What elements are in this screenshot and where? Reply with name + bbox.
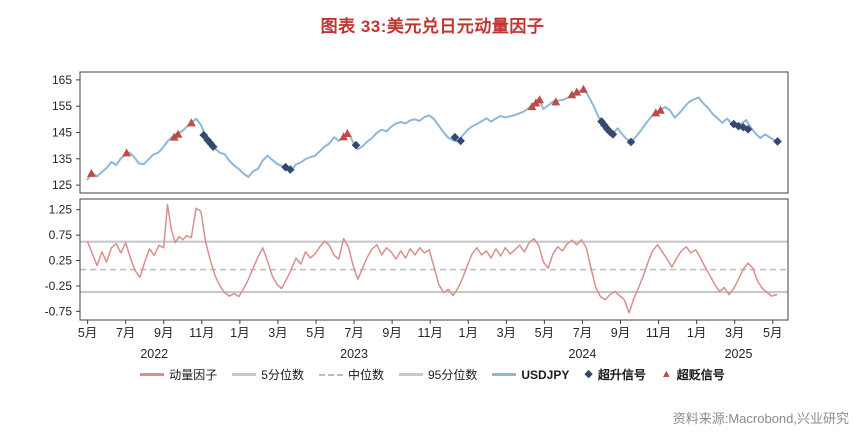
- triangle-icon: [87, 168, 96, 177]
- diamond-icon: [729, 119, 739, 129]
- diamond-icon: [208, 142, 218, 152]
- momentum-line-swatch: [140, 373, 165, 376]
- momentum-chart: 165 155 145 135 125 1.25 0.75 0.25 -0.25 -0.75 5月 7…: [45, 71, 789, 361]
- 动量因子-line: [86, 203, 778, 314]
- legend-label: 中位数: [347, 368, 384, 382]
- axis-tick-label: 5月: [78, 326, 97, 340]
- legend-label: 超升信号: [597, 368, 646, 382]
- triangle-icon: [169, 132, 179, 141]
- markers-超升信号: [199, 117, 782, 174]
- triangle-icon: ▲: [660, 368, 672, 380]
- axis-tick-label: 7月: [116, 326, 135, 340]
- axis-tick-label: 3月: [497, 326, 516, 340]
- axis-tick-label: 1月: [459, 326, 478, 340]
- axis-tick-label: 0.25: [49, 254, 73, 268]
- axis-tick-label: 2025: [725, 347, 753, 361]
- legend-item-5: ◆ 超升信号: [584, 366, 645, 383]
- axis-tick-label: 155: [52, 99, 72, 113]
- axis-tick-label: 125: [52, 178, 72, 192]
- axis-tick-label: -0.75: [45, 304, 73, 318]
- legend-item-6: ▲ 超贬信号: [661, 366, 725, 383]
- legend: 动量因子 5分位数 中位数 95分位数 USDJPY ◆ 超升信号 ▲ 超贬信号: [0, 366, 865, 383]
- legend-label: 95分位数: [427, 368, 478, 382]
- axis-tick-label: 3月: [725, 326, 744, 340]
- diamond-icon: ◆: [584, 368, 593, 380]
- USDJPY-line: [86, 87, 780, 181]
- diamond-icon: [597, 117, 606, 126]
- axis-tick-label: 5月: [306, 326, 325, 340]
- axis-tick-label: 165: [52, 73, 72, 87]
- axis-tick-label: 5月: [763, 326, 782, 340]
- markers-超贬信号: [87, 84, 665, 177]
- legend-item-0: 动量因子: [140, 366, 217, 383]
- axis-tick-label: 11月: [646, 326, 671, 340]
- triangle-icon: [343, 128, 352, 137]
- triangle-icon: [651, 108, 661, 117]
- triangle-icon: [122, 148, 132, 157]
- diamond-icon: [456, 136, 465, 146]
- diamond-icon: [608, 130, 618, 139]
- panel-frame-1: [79, 198, 789, 321]
- axis-tick-label: 9月: [382, 326, 401, 340]
- axis-tick-label: 5月: [535, 326, 554, 340]
- usdjpy-line-swatch: [492, 373, 517, 376]
- axis-tick-label: 11月: [189, 326, 214, 340]
- axis-tick-label: 2024: [569, 347, 597, 361]
- axis-tick-label: 1月: [687, 326, 706, 340]
- axis-tick-label: 145: [52, 126, 72, 140]
- legend-item-2: 中位数: [318, 366, 384, 383]
- diamond-icon: [199, 130, 209, 140]
- axis-tick-label: 135: [52, 152, 72, 166]
- axis-tick-label: 7月: [344, 326, 363, 340]
- legend-label: 超贬信号: [676, 368, 725, 382]
- median-dashed-swatch: [318, 373, 343, 376]
- diamond-icon: [203, 135, 212, 145]
- axis-tick-label: 0.75: [49, 228, 73, 242]
- diamond-icon: [773, 137, 782, 146]
- panel-frame-0: [79, 71, 789, 194]
- legend-label: 动量因子: [169, 368, 218, 382]
- legend-label: USDJPY: [521, 367, 570, 382]
- triangle-icon: [567, 90, 577, 99]
- triangle-icon: [173, 129, 183, 138]
- axis-tick-label: 9月: [154, 326, 173, 340]
- triangle-icon: [572, 87, 582, 96]
- axis-tick-label: -0.25: [45, 279, 73, 293]
- axis-tick-label: 9月: [611, 326, 630, 340]
- diamond-icon: [626, 137, 636, 147]
- source-note: 资料来源:Macrobond,兴业研究: [672, 411, 849, 426]
- legend-label: 5分位数: [261, 368, 304, 382]
- triangle-icon: [535, 95, 545, 104]
- diamond-icon: [734, 121, 743, 131]
- axis-tick-label: 7月: [573, 326, 592, 340]
- chart-title: 图表 33:美元兑日元动量因子: [320, 17, 545, 36]
- axis-tick-label: 2023: [340, 347, 368, 361]
- axis-tick-label: 11月: [417, 326, 442, 340]
- triangle-icon: [186, 118, 196, 127]
- legend-item-4: USDJPY: [492, 368, 569, 382]
- p95-line-swatch: [398, 373, 423, 376]
- triangle-icon: [579, 84, 588, 93]
- axis-tick-label: 3月: [268, 326, 287, 340]
- p5-line-swatch: [232, 373, 257, 376]
- triangle-icon: [551, 97, 561, 106]
- legend-item-1: 5分位数: [232, 366, 304, 383]
- axis-tick-label: 2022: [140, 347, 168, 361]
- legend-item-3: 95分位数: [398, 366, 478, 383]
- axis-tick-label: 1月: [230, 326, 249, 340]
- triangle-icon: [656, 105, 665, 114]
- axis-tick-label: 1.25: [49, 203, 73, 217]
